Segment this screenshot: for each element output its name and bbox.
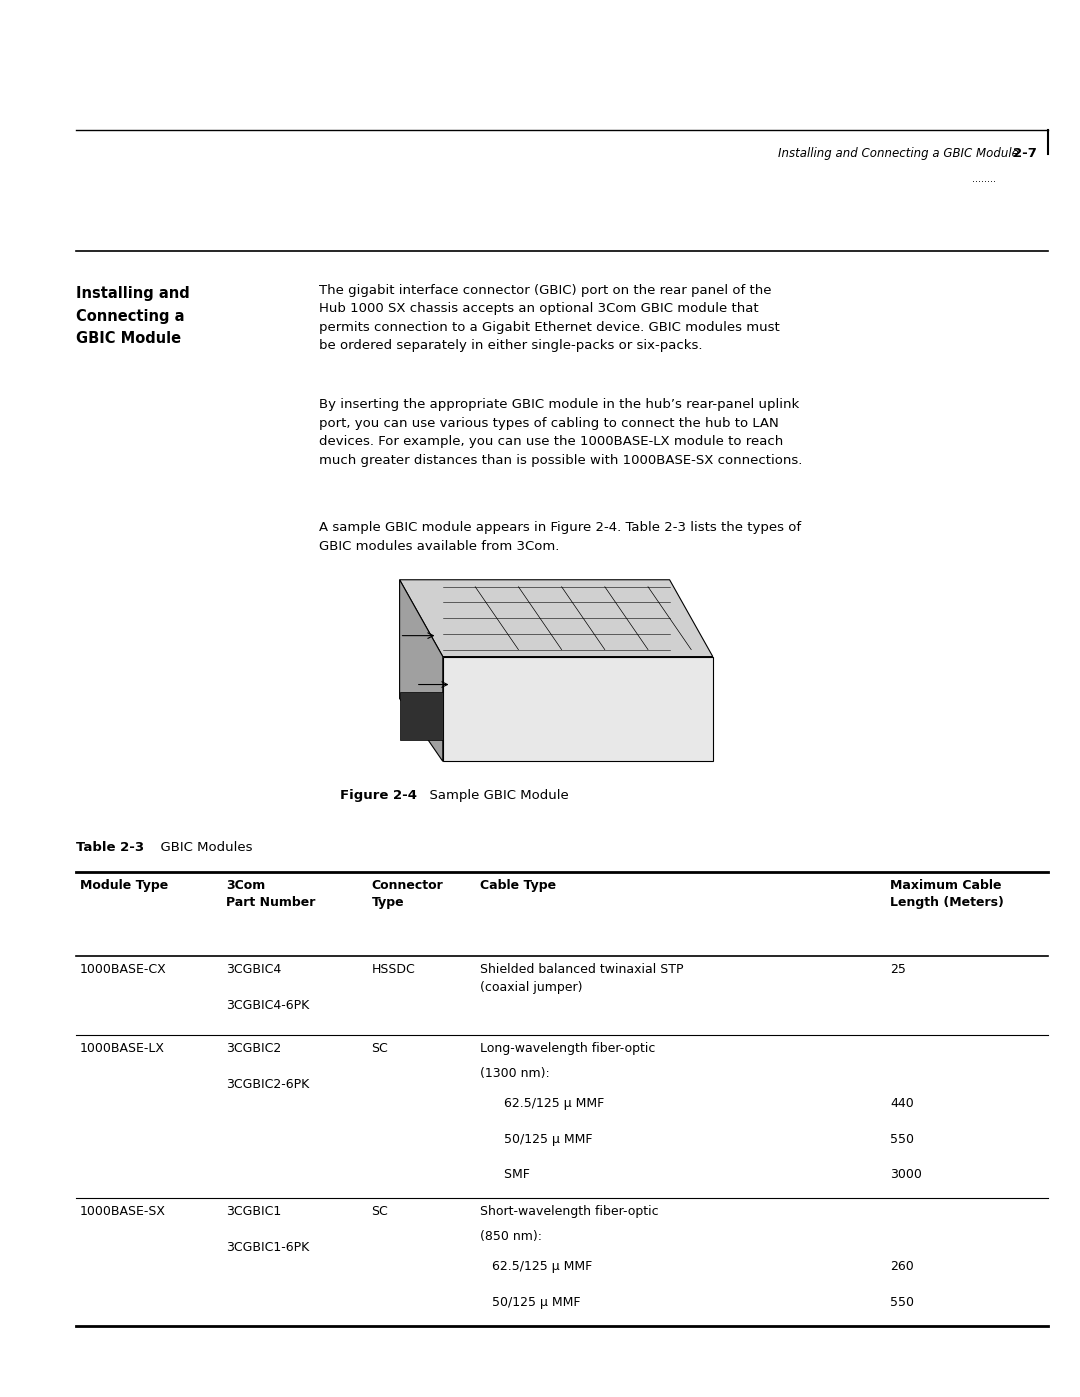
- Text: Installing and
Connecting a
GBIC Module: Installing and Connecting a GBIC Module: [76, 286, 189, 346]
- Text: The gigabit interface connector (GBIC) port on the rear panel of the
Hub 1000 SX: The gigabit interface connector (GBIC) p…: [319, 284, 780, 352]
- Text: (850 nm):: (850 nm):: [480, 1231, 541, 1243]
- Text: 50/125 μ MMF: 50/125 μ MMF: [492, 1295, 581, 1309]
- Text: Connector
Type: Connector Type: [372, 879, 443, 908]
- Text: 3Com
Part Number: 3Com Part Number: [226, 879, 315, 908]
- Text: Module Type: Module Type: [80, 879, 168, 891]
- Text: Maximum Cable
Length (Meters): Maximum Cable Length (Meters): [890, 879, 1003, 908]
- Text: 62.5/125 μ MMF: 62.5/125 μ MMF: [492, 1260, 593, 1274]
- Polygon shape: [443, 657, 713, 761]
- Text: 25: 25: [890, 963, 906, 975]
- Text: GBIC Modules: GBIC Modules: [152, 841, 253, 854]
- Text: HSSDC: HSSDC: [372, 963, 416, 975]
- Text: Figure 2-4: Figure 2-4: [340, 789, 417, 802]
- Text: Sample GBIC Module: Sample GBIC Module: [421, 789, 569, 802]
- Text: By inserting the appropriate GBIC module in the hub’s rear-panel uplink
port, yo: By inserting the appropriate GBIC module…: [319, 398, 802, 467]
- Text: A sample GBIC module appears in Figure 2-4. Table 2-3 lists the types of
GBIC mo: A sample GBIC module appears in Figure 2…: [319, 521, 800, 553]
- Text: Table 2-3: Table 2-3: [76, 841, 144, 854]
- Text: SC: SC: [372, 1042, 389, 1055]
- Text: 260: 260: [890, 1260, 914, 1274]
- Text: 440: 440: [890, 1098, 914, 1111]
- Polygon shape: [400, 580, 443, 761]
- Text: 1000BASE-CX: 1000BASE-CX: [80, 963, 166, 975]
- Text: 50/125 μ MMF: 50/125 μ MMF: [492, 1133, 593, 1146]
- Polygon shape: [400, 692, 443, 740]
- Text: Shielded balanced twinaxial STP
(coaxial jumper): Shielded balanced twinaxial STP (coaxial…: [480, 963, 683, 993]
- Text: Short-wavelength fiber-optic: Short-wavelength fiber-optic: [480, 1206, 658, 1218]
- Text: 2-7: 2-7: [1013, 147, 1037, 159]
- Text: 550: 550: [890, 1133, 914, 1146]
- Text: (1300 nm):: (1300 nm):: [480, 1067, 550, 1080]
- Text: SC: SC: [372, 1206, 389, 1218]
- Text: 3CGBIC1

3CGBIC1-6PK: 3CGBIC1 3CGBIC1-6PK: [226, 1206, 309, 1255]
- Text: Cable Type: Cable Type: [480, 879, 555, 891]
- Text: 550: 550: [890, 1295, 914, 1309]
- Text: 3CGBIC4

3CGBIC4-6PK: 3CGBIC4 3CGBIC4-6PK: [226, 963, 309, 1011]
- Text: 3CGBIC2

3CGBIC2-6PK: 3CGBIC2 3CGBIC2-6PK: [226, 1042, 309, 1091]
- Text: 3000: 3000: [890, 1168, 922, 1180]
- Text: ········: ········: [972, 177, 996, 187]
- Text: 1000BASE-LX: 1000BASE-LX: [80, 1042, 165, 1055]
- Text: SMF: SMF: [492, 1168, 530, 1180]
- Text: 62.5/125 μ MMF: 62.5/125 μ MMF: [492, 1098, 605, 1111]
- Polygon shape: [400, 580, 713, 657]
- Text: Long-wavelength fiber-optic: Long-wavelength fiber-optic: [480, 1042, 654, 1055]
- Text: 1000BASE-SX: 1000BASE-SX: [80, 1206, 166, 1218]
- Text: Installing and Connecting a GBIC Module: Installing and Connecting a GBIC Module: [778, 147, 1018, 159]
